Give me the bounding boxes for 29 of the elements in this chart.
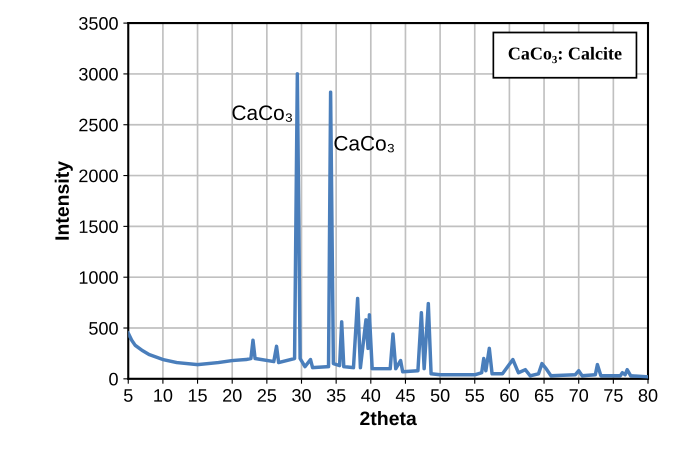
- x-tick-label: 40: [361, 389, 380, 402]
- annotation: CaCo₃: [334, 136, 394, 152]
- annotation: CaCo₃: [232, 105, 292, 122]
- x-tick-label: 60: [500, 389, 519, 402]
- x-tick-label: 20: [223, 389, 242, 402]
- x-tick-label: 35: [326, 389, 346, 402]
- x-tick-label: 10: [154, 389, 172, 402]
- y-axis-title: Intensity: [54, 161, 73, 240]
- x-tick-label: 15: [188, 389, 207, 402]
- x-tick-label: 30: [292, 389, 311, 402]
- y-tick-label: 2500: [79, 118, 118, 132]
- x-tick-label: 55: [465, 389, 484, 402]
- y-tick-label: 0: [109, 372, 118, 386]
- x-tick-label: 80: [638, 389, 658, 402]
- y-tick-label: 3000: [79, 68, 118, 81]
- x-tick-label: 70: [570, 389, 588, 402]
- x-axis-title: 2theta: [360, 410, 417, 426]
- x-tick-label: 5: [124, 389, 133, 402]
- x-tick-label: 25: [258, 389, 276, 402]
- x-tick-label: 50: [430, 389, 450, 402]
- annotation: CaCo₃: Calcite: [508, 46, 622, 64]
- x-tick-label: 45: [396, 389, 415, 402]
- y-tick-label: 2000: [79, 169, 118, 182]
- y-tick-label: 500: [89, 322, 118, 335]
- y-tick-label: 1000: [80, 271, 118, 284]
- x-tick-label: 65: [534, 389, 554, 402]
- y-tick-label: 1500: [80, 220, 118, 234]
- y-tick-label: 3500: [79, 17, 118, 30]
- x-tick-label: 75: [604, 389, 623, 402]
